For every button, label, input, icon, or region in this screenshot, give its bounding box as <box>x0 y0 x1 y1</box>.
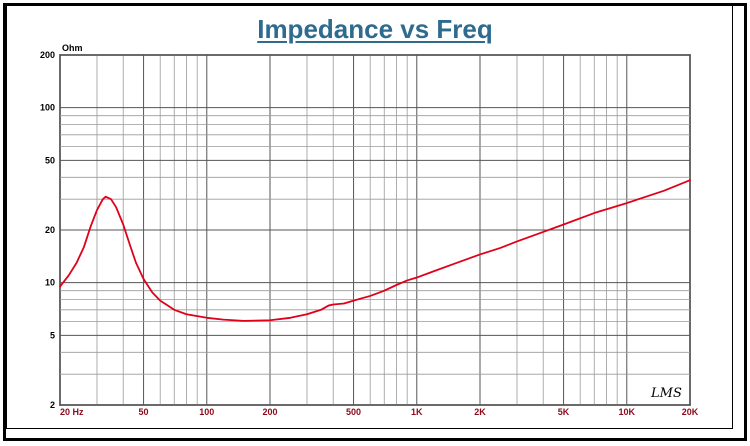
x-tick-label: 20 Hz <box>60 407 84 417</box>
y-tick-label: 2 <box>50 400 55 410</box>
grid-lines <box>59 54 691 406</box>
y-axis-label: Ohm <box>62 43 83 53</box>
y-tick-label: 50 <box>45 155 55 165</box>
x-tick-labels: 20 Hz 50 100 200 500 1K 2K 5K 10K 20K <box>60 407 699 417</box>
y-tick-label: 200 <box>40 50 55 60</box>
impedance-curve <box>59 179 691 322</box>
x-tick-label: 100 <box>199 407 214 417</box>
x-tick-label: 20K <box>682 407 699 417</box>
x-tick-label: 5K <box>558 407 570 417</box>
y-tick-label: 100 <box>40 103 55 113</box>
x-tick-label: 500 <box>346 407 361 417</box>
x-tick-label: 200 <box>262 407 277 417</box>
lms-signature: LMS <box>650 386 682 401</box>
x-tick-label: 50 <box>139 407 149 417</box>
y-tick-label: 20 <box>45 225 55 235</box>
series-group <box>59 179 691 322</box>
y-tick-labels: 2 5 10 20 50 100 200 <box>40 50 55 410</box>
y-tick-label: 5 <box>50 330 55 340</box>
y-tick-label: 10 <box>45 278 55 288</box>
x-tick-label: 1K <box>411 407 423 417</box>
chart-title: Impedance vs Freq <box>257 14 493 44</box>
x-tick-label: 2K <box>474 407 486 417</box>
x-tick-label: 10K <box>619 407 636 417</box>
